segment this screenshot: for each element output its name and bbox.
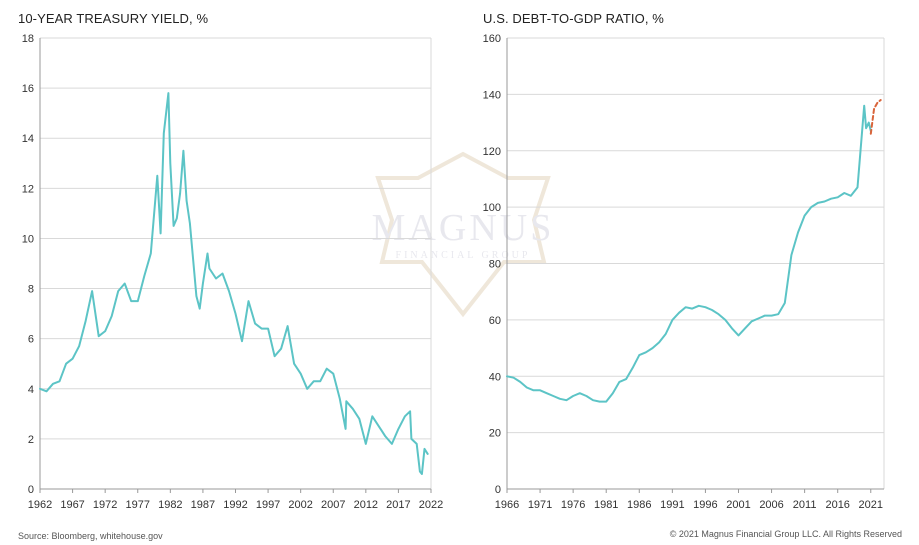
treasury-x-tick-label: 1972 bbox=[93, 499, 117, 511]
debt-x-tick-label: 1971 bbox=[528, 499, 552, 511]
debt-x-tick-label: 2016 bbox=[825, 499, 849, 511]
treasury-y-tick-label: 12 bbox=[22, 183, 34, 195]
treasury-y-tick-label: 18 bbox=[22, 33, 34, 45]
treasury-x-tick-label: 1987 bbox=[191, 499, 215, 511]
treasury-y-tick-label: 10 bbox=[22, 233, 34, 245]
debt-x-tick-label: 2001 bbox=[726, 499, 750, 511]
debt-x-tick-label: 2006 bbox=[759, 499, 783, 511]
left-chart: 0 2 4 6 8 10 12 14 16 18 1962 1967 1972 1977 1982 1987 1… bbox=[22, 33, 443, 511]
treasury-x-tick-label: 2022 bbox=[419, 499, 443, 511]
source-note: Source: Bloomberg, whitehouse.gov bbox=[18, 531, 163, 541]
debt-x-tick-label: 1981 bbox=[594, 499, 618, 511]
debt-x-tick-label: 1966 bbox=[495, 499, 519, 511]
treasury-x-tick-label: 2007 bbox=[321, 499, 345, 511]
debt-y-tick-label: 120 bbox=[483, 146, 501, 158]
treasury-y-tick-label: 14 bbox=[22, 133, 34, 145]
debt-x-tick-label: 1976 bbox=[561, 499, 585, 511]
copyright-note: © 2021 Magnus Financial Group LLC. All R… bbox=[669, 529, 902, 539]
debt-x-tick-label: 2011 bbox=[793, 499, 817, 511]
treasury-x-tick-label: 1967 bbox=[60, 499, 84, 511]
treasury-y-tick-label: 16 bbox=[22, 83, 34, 95]
debt-series-line bbox=[506, 104, 872, 403]
debt-y-tick-label: 20 bbox=[489, 428, 501, 440]
treasury-x-tick-label: 1992 bbox=[223, 499, 247, 511]
debt-y-tick-label: 160 bbox=[483, 33, 501, 45]
right-chart: 0 20 40 60 80 100 120 140 160 1966 1971 1976 1981 198… bbox=[483, 33, 885, 511]
debt-y-tick-label: 140 bbox=[483, 89, 501, 101]
debt-y-tick-label: 0 bbox=[495, 484, 501, 496]
treasury-x-tick-label: 1997 bbox=[256, 499, 280, 511]
treasury-y-tick-label: 6 bbox=[28, 334, 34, 346]
right-chart-title: U.S. DEBT-TO-GDP RATIO, % bbox=[483, 11, 664, 26]
treasury-x-tick-label: 1962 bbox=[28, 499, 52, 511]
treasury-y-tick-label: 4 bbox=[28, 384, 34, 396]
debt-x-tick-label: 2021 bbox=[859, 499, 883, 511]
treasury-series-line bbox=[39, 92, 429, 475]
treasury-x-tick-label: 2002 bbox=[288, 499, 312, 511]
left-chart-title: 10-YEAR TREASURY YIELD, % bbox=[18, 11, 209, 26]
treasury-x-tick-label: 1982 bbox=[158, 499, 182, 511]
treasury-y-tick-label: 0 bbox=[28, 484, 34, 496]
treasury-y-tick-label: 8 bbox=[28, 284, 34, 296]
debt-y-tick-label: 60 bbox=[489, 315, 501, 327]
treasury-x-tick-label: 2017 bbox=[386, 499, 410, 511]
debt-y-tick-label: 80 bbox=[489, 259, 501, 271]
treasury-x-tick-label: 1977 bbox=[126, 499, 150, 511]
treasury-y-tick-label: 2 bbox=[28, 434, 34, 446]
debt-y-tick-label: 100 bbox=[483, 202, 501, 214]
debt-x-tick-label: 1986 bbox=[627, 499, 651, 511]
debt-x-tick-label: 1996 bbox=[693, 499, 717, 511]
treasury-x-tick-label: 2012 bbox=[354, 499, 378, 511]
debt-projection-line bbox=[869, 99, 882, 135]
debt-y-tick-label: 40 bbox=[489, 371, 501, 383]
debt-x-tick-label: 1991 bbox=[660, 499, 684, 511]
